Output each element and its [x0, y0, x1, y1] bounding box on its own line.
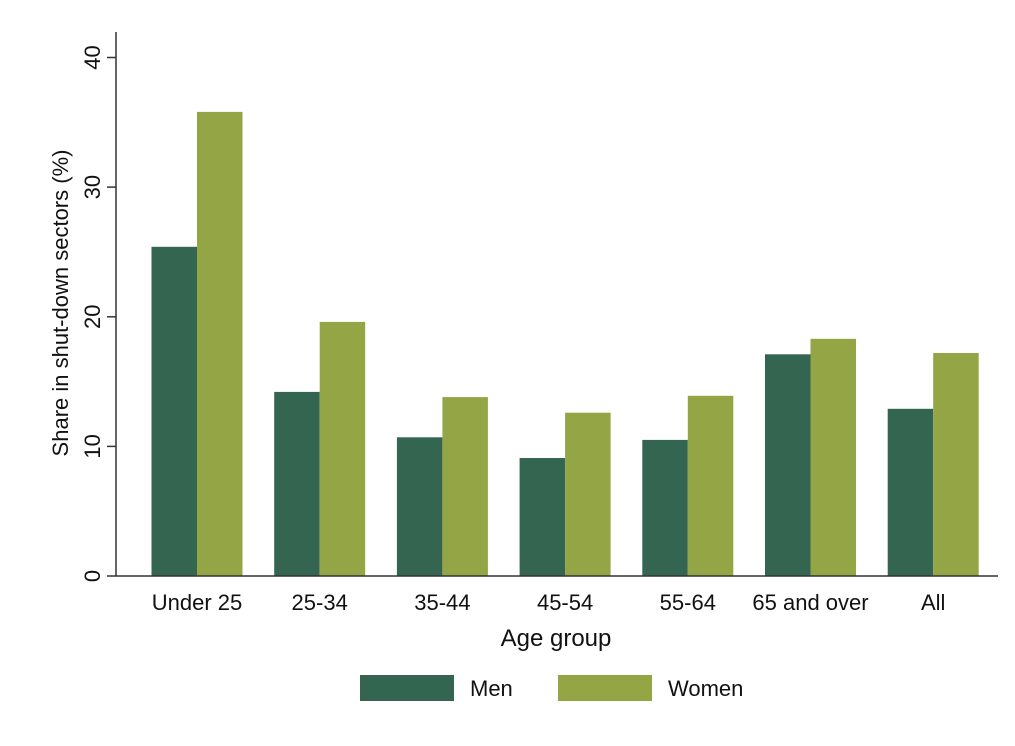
bars-layer: [151, 111, 979, 577]
y-tick-label: 20: [80, 305, 105, 329]
x-tick-label: All: [921, 590, 945, 615]
x-tick-label: 65 and over: [752, 590, 868, 615]
bar-men-4: [642, 439, 688, 576]
x-tick-label: Under 25: [152, 590, 243, 615]
bar-women-0: [197, 111, 243, 577]
y-tick-label: 10: [80, 434, 105, 458]
bar-women-3: [565, 412, 611, 576]
legend-label-men: Men: [470, 676, 513, 701]
x-axis-label: Age group: [501, 625, 612, 652]
y-tick-label: 40: [80, 45, 105, 69]
bar-men-0: [151, 246, 197, 577]
bar-women-1: [319, 321, 366, 576]
legend-swatch-women: [558, 675, 652, 701]
bar-women-2: [442, 397, 488, 576]
x-tick-label: 45-54: [537, 590, 593, 615]
bar-women-5: [810, 338, 856, 576]
y-tick-label: 30: [80, 175, 105, 199]
legend-swatch-men: [360, 675, 454, 701]
legend-label-women: Women: [668, 676, 743, 701]
x-ticks-layer: Under 25 25-34 35-44 45-54 55-64 65 and over A…: [152, 590, 946, 615]
bar-men-5: [765, 354, 811, 576]
y-axis-label: Share in shut-down sectors (%): [48, 150, 73, 457]
bar-women-6: [933, 353, 979, 576]
y-tick-label: 0: [80, 570, 105, 582]
x-tick-label: 25-34: [292, 590, 348, 615]
x-tick-label: 55-64: [660, 590, 716, 615]
bar-women-4: [687, 395, 734, 576]
axes-layer: [115, 32, 998, 577]
x-tick-label: 35-44: [414, 590, 470, 615]
bar-men-3: [519, 458, 566, 576]
bar-men-6: [887, 408, 934, 576]
legend: Men Women: [360, 675, 743, 701]
bar-men-2: [396, 437, 443, 576]
bar-men-1: [274, 391, 320, 576]
y-ticks-layer: 0 10 20 30 40: [80, 45, 116, 582]
